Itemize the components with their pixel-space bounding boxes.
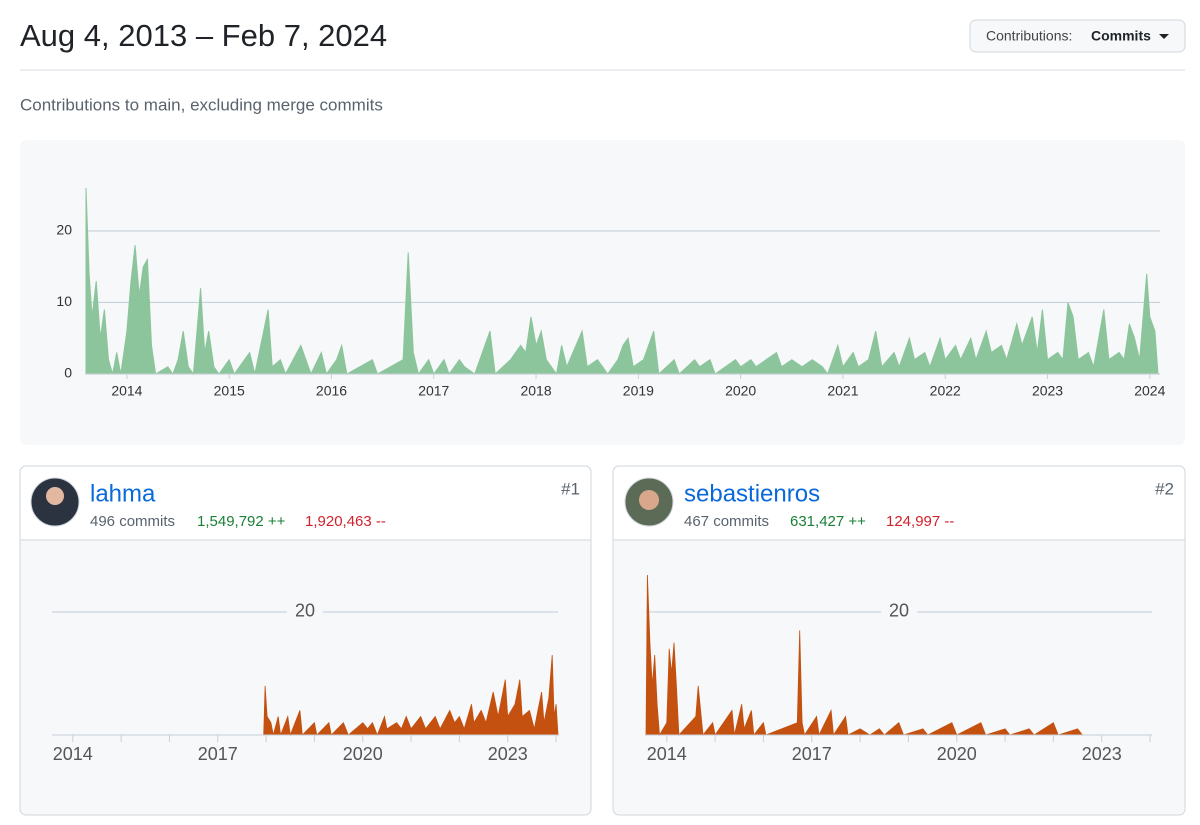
- x-tick-label: 2021: [827, 383, 858, 399]
- avatar-face: [46, 487, 64, 505]
- page-title: Aug 4, 2013 – Feb 7, 2024: [20, 18, 387, 53]
- x-tick-label: 2016: [316, 383, 347, 399]
- subtitle: Contributions to main, excluding merge c…: [20, 95, 383, 114]
- x-tick-label: 2023: [1082, 744, 1122, 764]
- x-tick-label: 2015: [214, 383, 245, 399]
- y-tick-label: 0: [64, 365, 72, 381]
- x-tick-label: 2014: [647, 744, 687, 764]
- x-tick-label: 2024: [1134, 383, 1165, 399]
- y-tick-label: 10: [56, 293, 72, 309]
- x-tick-label: 2014: [53, 744, 93, 764]
- x-tick-label: 2017: [198, 744, 238, 764]
- card-header: [612, 465, 1186, 541]
- contributor-name[interactable]: lahma: [90, 480, 156, 507]
- additions: 631,427 ++: [790, 513, 866, 530]
- commit-count: 467 commits: [684, 513, 769, 530]
- contributions-button[interactable]: [969, 19, 1186, 53]
- rank: #2: [1155, 479, 1174, 498]
- main-chart-box: [20, 140, 1185, 445]
- avatar-face: [639, 490, 659, 510]
- deletions: 124,997 --: [886, 513, 954, 530]
- area: [85, 187, 1159, 376]
- area: [645, 574, 1152, 737]
- contributor-name[interactable]: sebastienros: [684, 480, 820, 507]
- x-tick-label: 2023: [1032, 383, 1063, 399]
- x-tick-label: 2022: [930, 383, 961, 399]
- x-tick-label: 2017: [418, 383, 449, 399]
- x-tick-label: 2020: [343, 744, 383, 764]
- deletions: 1,920,463 --: [305, 513, 386, 530]
- x-tick-label: 2020: [725, 383, 756, 399]
- button-value: Commits: [1091, 28, 1151, 44]
- y-tick-label: 20: [56, 222, 72, 238]
- y-tick-label: 20: [295, 601, 315, 621]
- commit-count: 496 commits: [90, 513, 175, 530]
- y-tick-label: 20: [889, 601, 909, 621]
- rank: #1: [561, 479, 580, 498]
- x-tick-label: 2019: [623, 383, 654, 399]
- x-tick-label: 2018: [520, 383, 551, 399]
- area: [52, 654, 559, 737]
- x-tick-label: 2017: [792, 744, 832, 764]
- button-label: Contributions:: [986, 28, 1072, 44]
- label-bg: [287, 601, 323, 622]
- dropdown-caret: [1159, 34, 1169, 39]
- x-tick-label: 2014: [111, 383, 142, 399]
- x-tick-label: 2020: [937, 744, 977, 764]
- card-header: [19, 465, 592, 541]
- label-bg: [881, 601, 917, 622]
- additions: 1,549,792 ++: [197, 513, 286, 530]
- x-tick-label: 2023: [488, 744, 528, 764]
